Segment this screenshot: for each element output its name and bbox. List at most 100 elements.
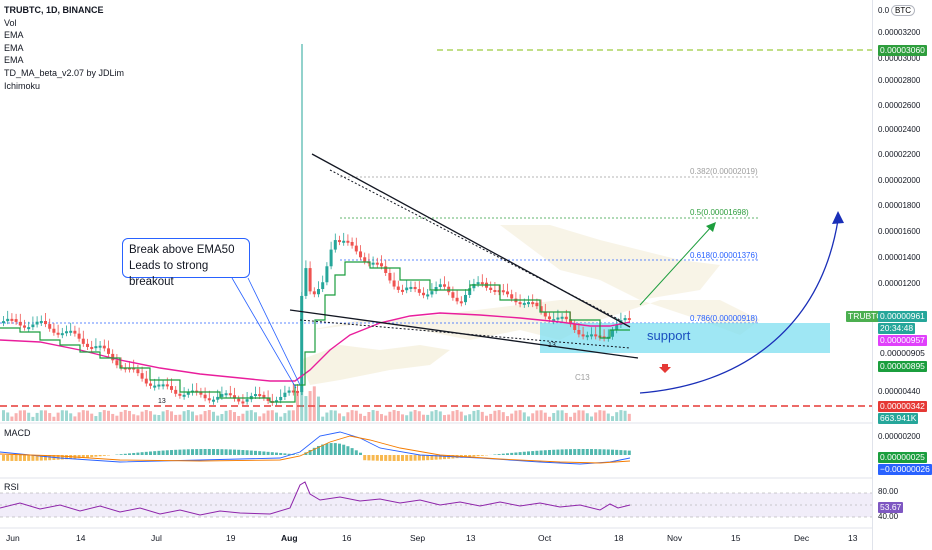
macd-histogram-bar — [90, 455, 94, 458]
callout-pointer-2 — [247, 277, 301, 386]
legend-ichimoku[interactable]: Ichimoku — [4, 80, 41, 91]
volume-bar — [153, 414, 157, 421]
volume-bar — [405, 415, 409, 421]
macd-histogram-bar — [287, 453, 291, 455]
volume-bar — [594, 412, 598, 421]
candle — [52, 328, 56, 333]
candle — [531, 302, 535, 305]
volume-bar — [144, 410, 148, 421]
macd-histogram-bar — [594, 449, 598, 455]
chart-legend: TRUBTC, 1D, BINANCE Vol EMA EMA EMA TD_M… — [4, 4, 124, 92]
macd-histogram-bar — [590, 449, 593, 455]
legend-ema-2[interactable]: EMA — [4, 42, 24, 53]
price-tag-ema2: 0.00000905 — [878, 348, 927, 359]
volume-bar — [39, 410, 43, 421]
support-zone — [540, 323, 830, 353]
candle — [405, 287, 409, 291]
macd-histogram-bar — [10, 455, 14, 461]
candle — [527, 302, 530, 305]
volume-bar — [585, 413, 589, 421]
volume-bar — [73, 416, 77, 421]
rsi-label[interactable]: RSI — [4, 482, 20, 492]
macd-histogram-bar — [65, 455, 68, 460]
macd-histogram-bar — [409, 455, 413, 461]
macd-histogram-bar — [48, 455, 52, 461]
macd-histogram-bar — [128, 453, 131, 455]
volume-bar — [249, 410, 253, 421]
candle — [438, 284, 442, 288]
candle — [493, 289, 497, 292]
volume-bar — [56, 412, 60, 421]
legend-ema-3[interactable]: EMA — [4, 55, 24, 66]
price-tick: 0.00001400 — [878, 253, 921, 262]
time-label: Sep — [410, 533, 426, 543]
volume-bar — [2, 410, 5, 421]
volume-bar — [245, 410, 249, 421]
candle — [228, 393, 232, 396]
fib-label-0618: 0.618(0.00001376) — [690, 251, 758, 260]
macd-label[interactable]: MACD — [4, 428, 31, 438]
macd-histogram-bar — [527, 451, 530, 455]
candle — [258, 394, 262, 397]
legend-title[interactable]: TRUBTC, 1D, BINANCE — [4, 5, 104, 15]
candle — [564, 316, 568, 320]
candle — [279, 396, 283, 401]
volume-bar — [165, 410, 169, 421]
volume-bar — [275, 412, 278, 421]
macd-histogram-bar — [207, 449, 211, 455]
annotation-callout[interactable]: Break above EMA50 Leads to strong breako… — [122, 238, 250, 288]
candle — [417, 289, 421, 293]
candle — [333, 240, 337, 250]
candle — [506, 291, 509, 295]
candle — [388, 272, 392, 281]
candle — [594, 334, 598, 337]
time-label: Aug — [281, 533, 298, 543]
candle — [451, 292, 455, 298]
fib-label-05: 0.5(0.00001698) — [690, 208, 749, 217]
macd-line — [0, 431, 631, 465]
volume-bar — [212, 411, 215, 421]
volume-bar — [476, 410, 480, 421]
volume-bar — [195, 415, 199, 421]
volume-bar — [203, 411, 207, 421]
candle — [413, 286, 417, 290]
legend-td-ma[interactable]: TD_MA_beta_v2.07 by JDLim — [4, 67, 125, 78]
volume-bar — [304, 396, 308, 421]
price-tick: 0.00002800 — [878, 76, 921, 85]
volume-bar — [392, 410, 396, 421]
macd-histogram-bar — [31, 455, 35, 461]
wedge-inner-dotted-upper — [329, 169, 621, 321]
macd-histogram-bar — [615, 449, 619, 455]
candle — [422, 292, 425, 296]
td-ma-step-line — [0, 261, 630, 403]
volume-bar — [493, 410, 497, 421]
volume-bar — [606, 413, 610, 421]
volume-bar — [18, 410, 22, 421]
macd-histogram-bar — [203, 449, 207, 455]
macd-histogram-bar — [560, 449, 564, 455]
currency-badge[interactable]: BTC — [891, 5, 915, 16]
candle — [581, 334, 585, 337]
candle — [18, 321, 22, 326]
candle — [552, 319, 556, 322]
volume-tag: 663.941K — [878, 413, 919, 424]
macd-histogram-bar — [627, 450, 631, 455]
volume-bar — [23, 410, 26, 421]
time-label: 15 — [731, 533, 741, 543]
rsi-line — [0, 481, 631, 516]
macd-histogram-bar — [266, 451, 270, 455]
macd-histogram-bar — [426, 455, 430, 461]
volume-bar — [128, 410, 131, 421]
candle — [338, 240, 341, 243]
macd-histogram-bar — [543, 450, 547, 455]
volume-bar — [455, 410, 459, 421]
price-tick: 0.00002400 — [878, 125, 921, 134]
legend-vol[interactable]: Vol — [4, 17, 17, 28]
fib-label-0786: 0.786(0.00000918) — [690, 314, 758, 323]
macd-histogram-bar — [325, 443, 329, 455]
legend-ema-1[interactable]: EMA — [4, 30, 24, 41]
macd-histogram-bar — [346, 446, 350, 455]
volume-bar — [564, 412, 568, 421]
